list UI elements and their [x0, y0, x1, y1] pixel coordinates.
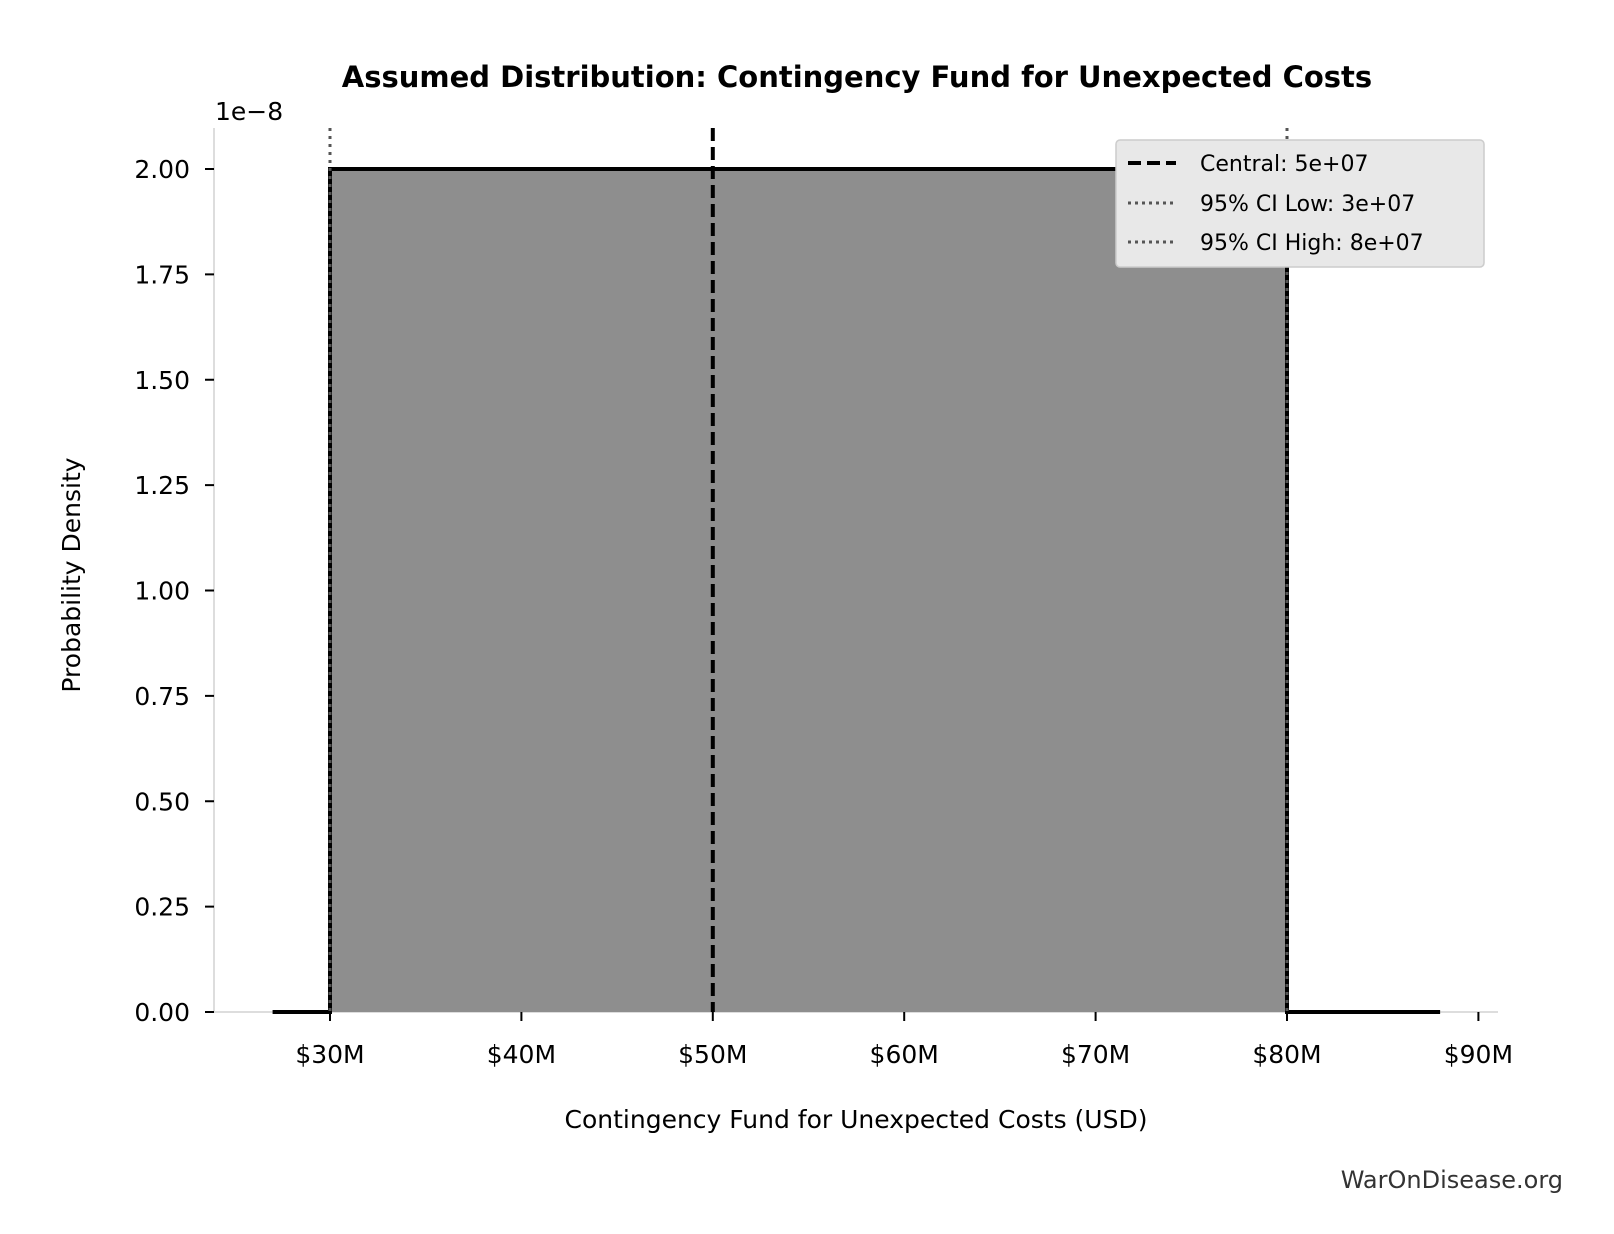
legend-ci-high-label: 95% CI High: 8e+07 — [1200, 231, 1424, 256]
x-tick-label: $30M — [295, 1040, 364, 1069]
y-axis-label: Probability Density — [57, 457, 86, 692]
x-tick-label: $90M — [1444, 1040, 1513, 1069]
legend: Central: 5e+07 95% CI Low: 3e+07 95% CI … — [1115, 139, 1485, 268]
y-tick-label: 0.00 — [134, 998, 190, 1027]
x-tick-label: $70M — [1061, 1040, 1130, 1069]
y-tick-label: 1.75 — [134, 260, 190, 289]
y-tick-label: 1.50 — [134, 366, 190, 395]
y-tick-label: 0.25 — [134, 893, 190, 922]
x-tick-label: $50M — [678, 1040, 747, 1069]
y-offset-label: 1e−8 — [215, 97, 283, 126]
legend-box — [1115, 139, 1485, 268]
distribution-fill — [330, 169, 1287, 1012]
x-tick-label: $40M — [487, 1040, 556, 1069]
y-tick-label: 1.25 — [134, 471, 190, 500]
x-tick-label: $80M — [1252, 1040, 1321, 1069]
y-tick-label: 0.50 — [134, 787, 190, 816]
x-axis-label: Contingency Fund for Unexpected Costs (U… — [565, 1105, 1148, 1134]
y-tick-label: 1.00 — [134, 577, 190, 606]
x-tick-label: $60M — [870, 1040, 939, 1069]
y-tick-label: 0.75 — [134, 682, 190, 711]
legend-central-label: Central: 5e+07 — [1200, 152, 1368, 177]
watermark: WarOnDisease.org — [1341, 1166, 1563, 1194]
chart-title: Assumed Distribution: Contingency Fund f… — [342, 60, 1372, 94]
y-tick-label: 2.00 — [134, 155, 190, 184]
density-line — [272, 167, 1441, 1014]
legend-ci-low-label: 95% CI Low: 3e+07 — [1200, 192, 1415, 217]
